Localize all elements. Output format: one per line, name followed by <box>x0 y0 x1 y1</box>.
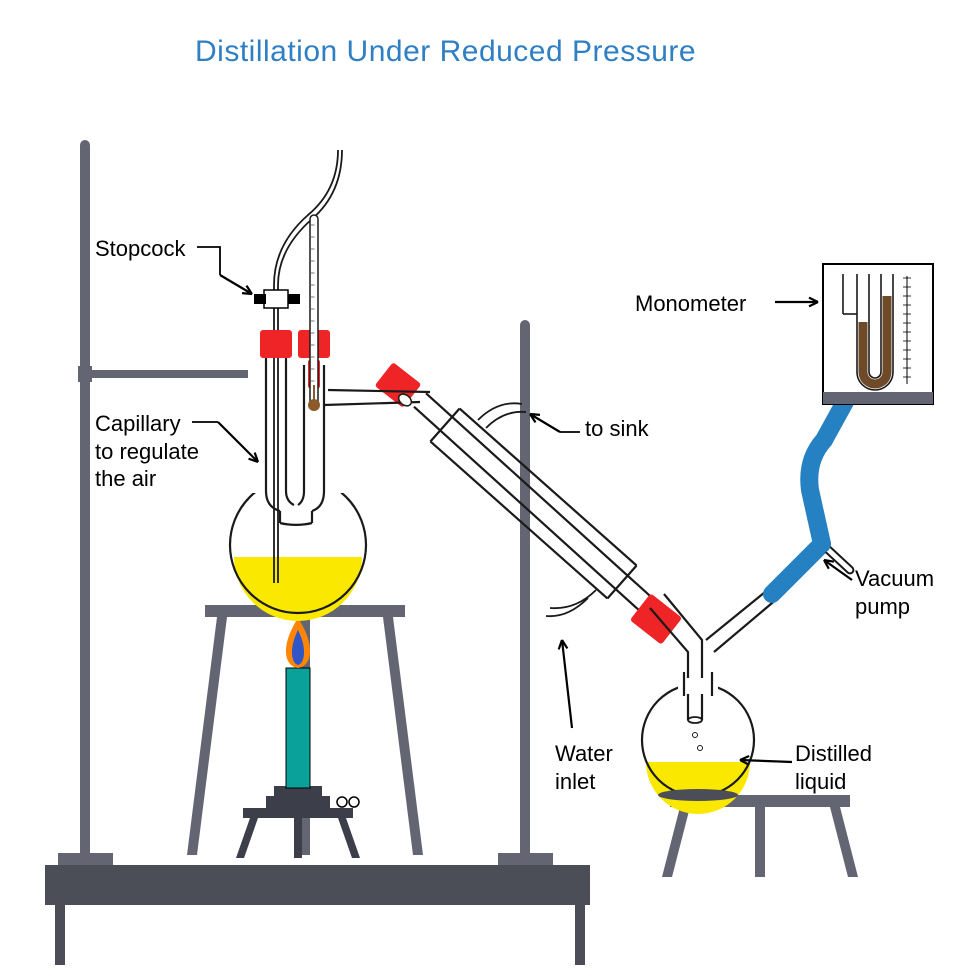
diagram-svg <box>0 0 980 980</box>
